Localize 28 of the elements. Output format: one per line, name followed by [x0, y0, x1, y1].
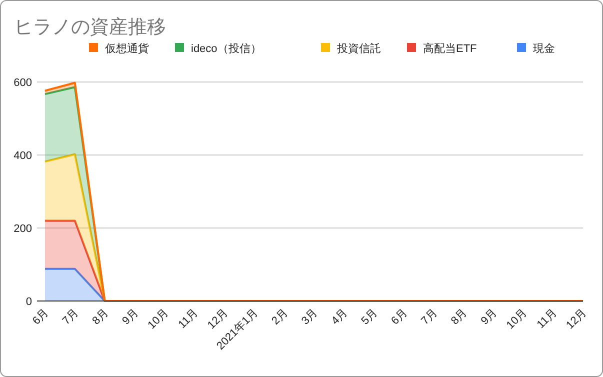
- x-tick-label: 7月: [419, 306, 440, 328]
- x-tick-label: 6月: [30, 306, 52, 328]
- y-tick-label: 0: [26, 296, 32, 308]
- x-tick-label: 11月: [534, 306, 560, 331]
- x-tick-label: 7月: [60, 306, 82, 328]
- legend-label: ideco（投信）: [191, 43, 262, 55]
- x-tick-label: 9月: [120, 306, 141, 328]
- y-tick-label: 600: [14, 77, 32, 89]
- x-tick-label: 12月: [564, 306, 590, 332]
- x-tick-label: 10月: [504, 306, 530, 332]
- x-tick-label: 5月: [359, 306, 380, 328]
- x-tick-label: 12月: [206, 306, 230, 332]
- x-tick-label: 2月: [270, 306, 290, 328]
- x-tick-label: 8月: [448, 306, 470, 328]
- x-tick-label: 8月: [90, 306, 111, 328]
- y-tick-label: 200: [14, 223, 32, 235]
- legend-label: 仮想通貨: [105, 42, 149, 55]
- legend-label: 現金: [533, 43, 555, 55]
- legend-label: 高配当ETF: [423, 42, 478, 55]
- x-tick-label: 3月: [300, 306, 320, 328]
- x-tick-label: 10月: [146, 306, 171, 332]
- x-tick-label: 9月: [478, 306, 500, 328]
- x-tick-label: 11月: [176, 306, 201, 331]
- chart-title: ヒラノの資産推移: [14, 16, 166, 38]
- legend-label: 投資信託: [336, 42, 381, 55]
- x-tick-label: 4月: [329, 306, 350, 328]
- y-tick-label: 400: [14, 150, 32, 162]
- x-tick-label: 6月: [389, 306, 410, 328]
